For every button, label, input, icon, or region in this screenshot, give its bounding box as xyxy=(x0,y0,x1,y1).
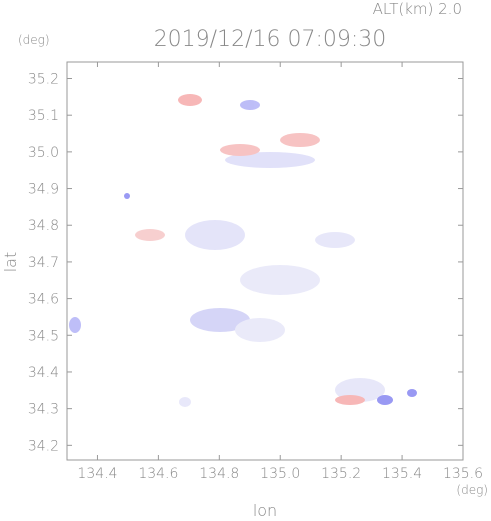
chart-title: 2019/12/16 07:09:30 xyxy=(154,27,387,52)
x-tick-label: 135.0 xyxy=(260,466,300,482)
x-label: lon xyxy=(253,501,277,520)
y-tick-label: 34.6 xyxy=(28,292,59,308)
y-tick-label: 34.7 xyxy=(28,255,59,271)
x-tick-label: 135.2 xyxy=(321,466,361,482)
y-tick-label: 34.3 xyxy=(28,402,59,418)
x-tick-label: 135.4 xyxy=(382,466,422,482)
y-unit: (deg) xyxy=(18,33,50,47)
x-unit: (deg) xyxy=(456,483,488,497)
y-label: lat xyxy=(1,252,20,273)
altitude: ALT(km) 2.0 xyxy=(373,0,462,18)
plot-frame xyxy=(66,61,464,461)
y-tick-label: 34.4 xyxy=(28,365,59,381)
y-tick-label: 34.8 xyxy=(28,218,59,234)
x-tick-label: 134.6 xyxy=(138,466,178,482)
y-tick-label: 34.2 xyxy=(28,438,59,454)
x-tick-label: 135.6 xyxy=(443,466,483,482)
y-tick-label: 35.2 xyxy=(28,72,59,88)
x-tick-label: 134.4 xyxy=(77,466,117,482)
y-tick-label: 34.9 xyxy=(28,182,59,198)
echoes xyxy=(69,94,417,407)
x-tick-label: 134.8 xyxy=(199,466,239,482)
y-tick-label: 35.0 xyxy=(28,145,59,161)
y-tick-label: 35.1 xyxy=(28,108,59,124)
y-tick-label: 34.5 xyxy=(28,328,59,344)
